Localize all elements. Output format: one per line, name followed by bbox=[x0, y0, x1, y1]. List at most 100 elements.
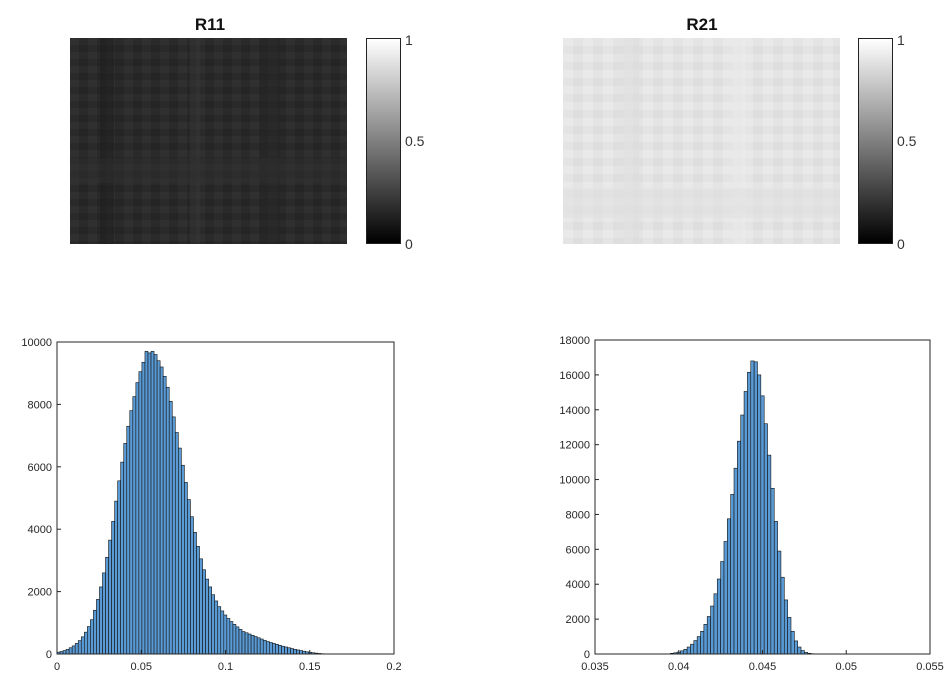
r21-histogram-x-tick-label: 0.055 bbox=[916, 661, 944, 670]
r11-histogram-bar bbox=[253, 636, 258, 655]
r11-histogram-bar bbox=[269, 642, 273, 655]
r11-histogram-bar bbox=[296, 649, 300, 655]
r11-histogram-bar bbox=[171, 416, 176, 655]
r21-histogram: 0.035 0.04 0.045 0.05 0.055 0 2000 4000 6000 8000… bbox=[559, 335, 944, 670]
r21-histogram-bar bbox=[723, 541, 728, 655]
r21-intensity-image bbox=[563, 38, 840, 244]
r11-histogram-bar bbox=[126, 425, 131, 655]
r11-histogram-bar bbox=[71, 645, 76, 655]
r11-histogram-bar bbox=[159, 366, 164, 655]
r11-histogram-bar bbox=[238, 629, 243, 655]
r11-histogram-y-tick-label: 8000 bbox=[28, 399, 52, 411]
r11-histogram-bar bbox=[284, 646, 288, 655]
r11-colorbar-tick-0-5: 0.5 bbox=[405, 133, 425, 149]
r21-histogram-bar bbox=[737, 440, 742, 655]
r11-histogram-bar bbox=[217, 606, 222, 655]
r21-histogram-x-tick-label: 0.045 bbox=[749, 661, 777, 670]
r11-histogram-bar bbox=[265, 641, 270, 655]
r21-histogram-bar bbox=[794, 640, 798, 655]
r11-histogram-bar bbox=[68, 647, 73, 655]
r11-histogram-bar bbox=[65, 649, 70, 655]
r11-histogram-bar bbox=[232, 624, 237, 655]
r11-histogram-bar bbox=[156, 360, 161, 655]
r11-histogram-bar bbox=[162, 376, 167, 655]
r21-histogram-y-tick-label: 18000 bbox=[559, 335, 590, 347]
r21-histogram-y-tick-label: 12000 bbox=[559, 440, 590, 452]
r21-histogram-bar bbox=[770, 487, 775, 655]
r11-histogram-x-tick-label: 0 bbox=[54, 661, 60, 670]
r21-histogram-bar bbox=[800, 650, 805, 655]
r21-histogram-bar bbox=[710, 605, 715, 655]
r21-histogram-bar bbox=[706, 616, 711, 655]
r11-colorbar-tick-0: 0 bbox=[405, 236, 413, 252]
r11-histogram-bar bbox=[184, 482, 188, 655]
r11-histogram: 0 0.05 0.1 0.15 0.2 0 2000 4000 6000 8000 10000 bbox=[21, 337, 401, 670]
r11-colorbar-tick-1: 1 bbox=[405, 32, 413, 48]
r21-histogram-bar bbox=[733, 467, 738, 655]
r21-histogram-bar bbox=[686, 646, 691, 655]
r11-histogram-bar bbox=[262, 639, 267, 655]
r21-histogram-bar bbox=[716, 578, 721, 655]
r11-histogram-bar bbox=[108, 539, 112, 655]
r11-histogram-bar bbox=[247, 633, 252, 655]
r11-histogram-bar bbox=[165, 386, 170, 655]
r11-histogram-bar bbox=[229, 621, 234, 655]
r21-histogram-x-tick-label: 0.04 bbox=[668, 661, 689, 670]
r11-histogram-bar bbox=[120, 461, 125, 655]
r11-histogram-x-tick-label: 0.2 bbox=[386, 661, 401, 670]
r21-histogram-bar bbox=[700, 631, 705, 655]
r11-histogram-bar bbox=[77, 640, 82, 655]
r21-histogram-y-tick-label: 16000 bbox=[559, 370, 590, 382]
r11-histogram-bar bbox=[244, 632, 249, 655]
r11-histogram-bar bbox=[117, 480, 121, 655]
r11-histogram-bar bbox=[220, 610, 225, 655]
r21-histogram-bar bbox=[787, 617, 792, 655]
r11-histogram-bar bbox=[250, 634, 255, 655]
r21-histogram-x-tick-label: 0.05 bbox=[836, 661, 857, 670]
r11-histogram-bar bbox=[132, 396, 137, 655]
r11-histogram-bar bbox=[275, 644, 279, 655]
r11-histogram-bar bbox=[259, 638, 264, 655]
r11-histogram-y-tick-label: 4000 bbox=[28, 524, 52, 536]
r11-histogram-bar bbox=[202, 569, 206, 655]
r21-histogram-bar bbox=[750, 360, 755, 655]
r21-histogram-y-tick-label: 10000 bbox=[559, 475, 590, 487]
r11-histogram-bar bbox=[187, 499, 191, 655]
r21-histogram-bar bbox=[797, 646, 802, 655]
r21-colorbar bbox=[858, 38, 893, 244]
r21-histogram-bar bbox=[713, 593, 718, 655]
r21-histogram-bar bbox=[683, 648, 688, 655]
r11-histogram-bar bbox=[178, 447, 182, 655]
r11-histogram-bar bbox=[93, 610, 97, 655]
r11-histogram-bar bbox=[226, 618, 231, 655]
r11-histogram-bar bbox=[196, 546, 200, 655]
r21-histogram-bar bbox=[727, 518, 731, 655]
r21-histogram-bar bbox=[690, 643, 695, 655]
r21-histogram-y-tick-label: 0 bbox=[584, 649, 590, 661]
r11-histogram-bar bbox=[141, 361, 146, 655]
r11-histogram-x-tick-label: 0.15 bbox=[299, 661, 320, 670]
r21-histogram-y-tick-label: 2000 bbox=[566, 614, 590, 626]
r21-histogram-bar bbox=[703, 624, 708, 655]
r11-histogram-bar bbox=[181, 464, 185, 655]
r21-histogram-bar bbox=[783, 599, 788, 655]
r11-histogram-y-tick-label: 2000 bbox=[28, 587, 52, 599]
r11-histogram-bar bbox=[214, 600, 219, 655]
r11-histogram-bar bbox=[299, 650, 303, 655]
r11-histogram-bar bbox=[168, 400, 173, 655]
r21-colorbar-tick-0-5: 0.5 bbox=[897, 133, 917, 149]
r11-histogram-bar bbox=[290, 648, 294, 655]
r11-histogram-bar bbox=[96, 599, 100, 655]
r11-histogram-bar bbox=[223, 614, 228, 655]
r11-histogram-bar bbox=[144, 351, 149, 655]
image-title-r11: R11 bbox=[194, 15, 226, 34]
r11-histogram-bar bbox=[272, 643, 276, 655]
r21-colorbar-tick-0: 0 bbox=[897, 236, 905, 252]
r11-histogram-bar bbox=[256, 637, 261, 655]
r11-histogram-bar bbox=[87, 626, 91, 655]
r11-histogram-bar bbox=[153, 354, 158, 655]
r21-histogram-bar bbox=[753, 361, 758, 655]
r11-histogram-bar bbox=[129, 410, 134, 655]
r21-histogram-bar bbox=[720, 561, 725, 655]
r11-histogram-bar bbox=[123, 443, 128, 655]
